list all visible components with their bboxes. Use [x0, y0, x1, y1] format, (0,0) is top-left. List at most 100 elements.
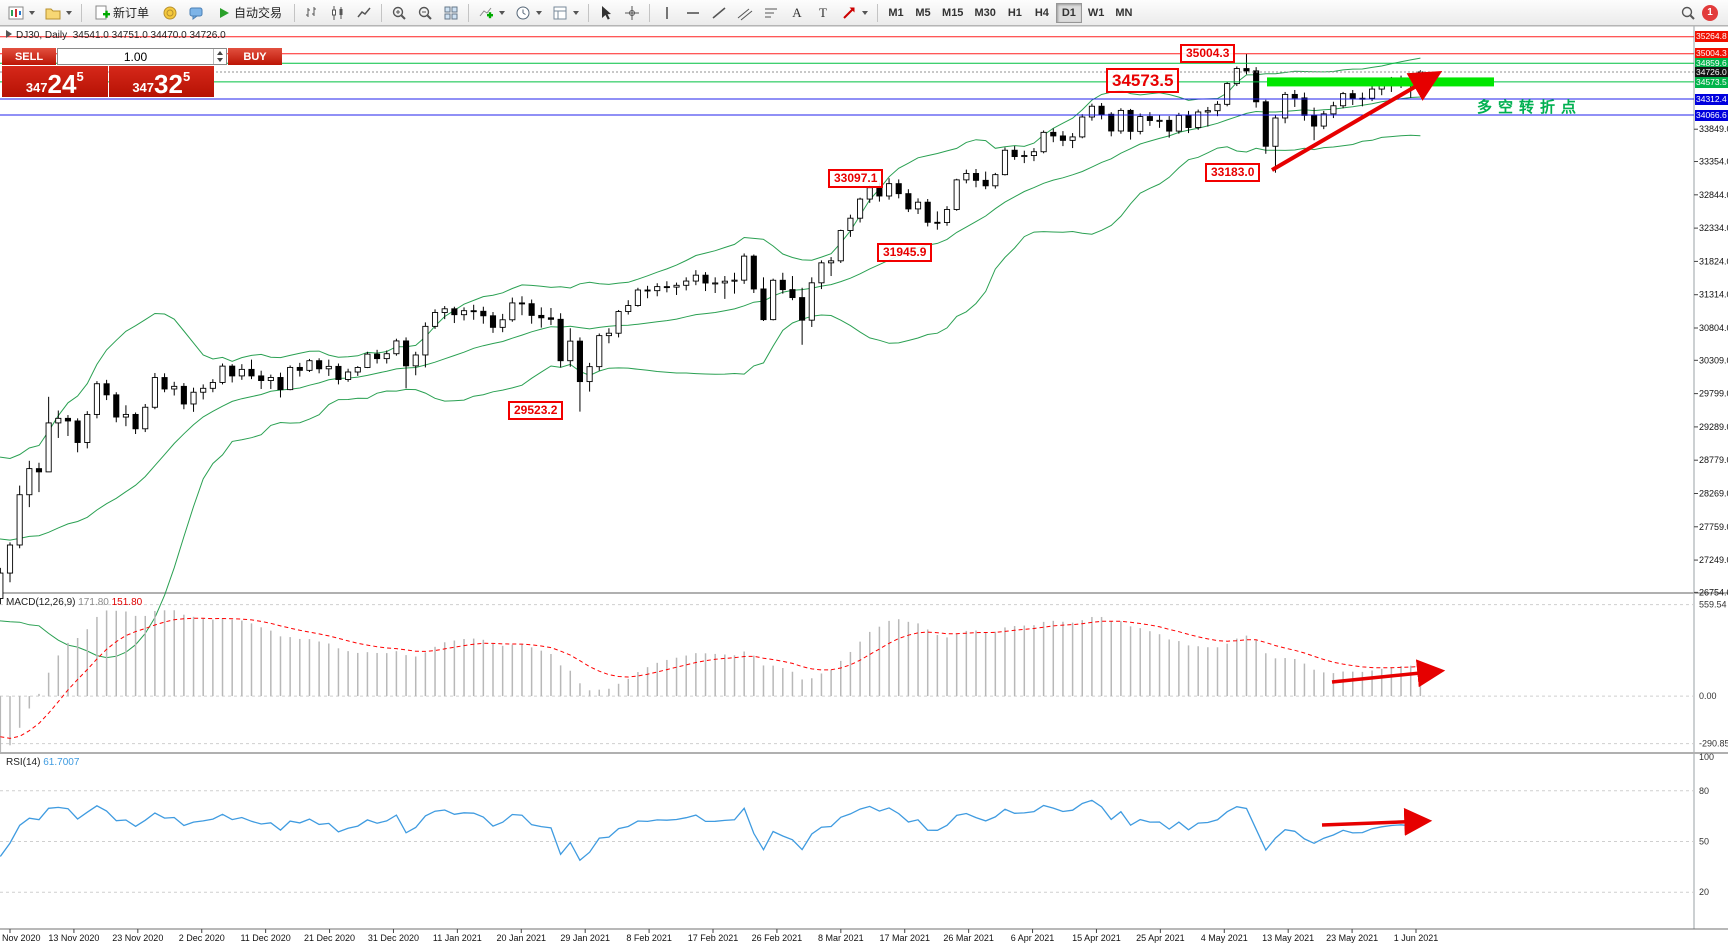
- new-order-icon: [94, 5, 110, 21]
- macd-histogram: [0, 610, 1422, 752]
- svg-text:30804.0: 30804.0: [1699, 323, 1728, 333]
- fibonacci-button[interactable]: [759, 2, 783, 24]
- notifications-badge[interactable]: 1: [1702, 4, 1718, 21]
- tile-windows-button[interactable]: [439, 2, 463, 24]
- toolbar-separator: [588, 3, 590, 22]
- label-button[interactable]: T: [811, 2, 835, 24]
- svg-text:21 Dec 2020: 21 Dec 2020: [304, 933, 355, 943]
- macd-signal-line: [0, 617, 1421, 739]
- svg-text:A: A: [792, 5, 802, 20]
- cursor-button[interactable]: [594, 2, 618, 24]
- macd-label: MACD(12,26,9) 171.80 151.80: [6, 597, 142, 608]
- timeframe-button-m30[interactable]: M30: [974, 6, 996, 19]
- bollinger-bands: [0, 57, 1421, 659]
- svg-text:0.00: 0.00: [1699, 691, 1717, 701]
- candles[interactable]: [0, 53, 1424, 606]
- price-flag[interactable]: 33097.1: [828, 169, 884, 188]
- text-button[interactable]: A: [785, 2, 809, 24]
- price-flag[interactable]: 31945.9: [877, 243, 933, 262]
- shapes-button[interactable]: [837, 2, 872, 24]
- buy-button[interactable]: BUY: [228, 48, 282, 65]
- profiles-button[interactable]: [41, 2, 76, 24]
- channel-button[interactable]: [733, 2, 757, 24]
- axis-price-label-level: 34573.5: [1695, 77, 1728, 88]
- volume-increase-button[interactable]: [214, 49, 226, 57]
- line-chart-icon: [356, 5, 372, 21]
- profiles-icon: [45, 5, 61, 21]
- axis-price-label-support: 34066.6: [1695, 110, 1728, 121]
- svg-text:20: 20: [1699, 887, 1709, 897]
- bar-chart-button[interactable]: [300, 2, 324, 24]
- price-flag[interactable]: 34573.5: [1106, 68, 1180, 93]
- indicators-button[interactable]: [474, 2, 509, 24]
- price-flag[interactable]: 33183.0: [1205, 163, 1261, 182]
- timeframe-button-h4[interactable]: H4: [1034, 6, 1049, 19]
- zoom-in-button[interactable]: [387, 2, 411, 24]
- svg-text:17 Mar 2021: 17 Mar 2021: [879, 933, 930, 943]
- trendline-button[interactable]: [707, 2, 731, 24]
- text-icon: A: [789, 5, 805, 21]
- svg-text:28779.0: 28779.0: [1699, 455, 1728, 465]
- buy-price[interactable]: 347 32 5: [108, 66, 214, 97]
- svg-text:25 Apr 2021: 25 Apr 2021: [1136, 933, 1185, 943]
- volume-input[interactable]: [58, 49, 213, 64]
- timeframe-button-mn[interactable]: MN: [1115, 6, 1133, 19]
- timeframe-button-m1[interactable]: M1: [888, 6, 904, 19]
- svg-text:17 Feb 2021: 17 Feb 2021: [688, 933, 739, 943]
- crosshair-button[interactable]: [620, 2, 644, 24]
- timeframe-button-w1[interactable]: W1: [1087, 6, 1105, 19]
- periods-button[interactable]: [511, 2, 546, 24]
- timeframe-button-m5[interactable]: M5: [915, 6, 931, 19]
- new-chart-button[interactable]: [4, 2, 39, 24]
- price-flag[interactable]: 35004.3: [1180, 44, 1236, 63]
- ohlc-values: 34541.0 34751.0 34470.0 34726.0: [72, 30, 226, 41]
- svg-text:26 Feb 2021: 26 Feb 2021: [752, 933, 803, 943]
- ohlc-bars-icon: [304, 5, 320, 21]
- timeframe-button-d1[interactable]: D1: [1055, 2, 1082, 23]
- svg-text:32334.0: 32334.0: [1699, 223, 1728, 233]
- trend-arrow[interactable]: [1270, 70, 1443, 172]
- rsi-label: RSI(14) 61.7007: [6, 757, 79, 768]
- deposit-button[interactable]: [158, 2, 182, 24]
- chat-icon: [188, 5, 204, 21]
- search-button[interactable]: [1676, 2, 1700, 24]
- sell-price[interactable]: 347 24 5: [2, 66, 108, 97]
- templates-button[interactable]: [548, 2, 583, 24]
- turning-point-note[interactable]: 多空转折点: [1477, 99, 1583, 116]
- svg-text:50: 50: [1699, 837, 1709, 847]
- sell-button[interactable]: SELL: [2, 48, 56, 65]
- svg-text:29289.0: 29289.0: [1699, 422, 1728, 432]
- svg-text:80: 80: [1699, 786, 1709, 796]
- line-chart-button[interactable]: [352, 2, 376, 24]
- fibonacci-icon: [763, 5, 779, 21]
- svg-text:29 Jan 2021: 29 Jan 2021: [560, 933, 610, 943]
- timeframe-button-h1[interactable]: H1: [1007, 6, 1022, 19]
- trend-arrow[interactable]: [1321, 807, 1433, 836]
- candlestick-chart-button[interactable]: [326, 2, 350, 24]
- price-flag[interactable]: 29523.2: [508, 401, 564, 420]
- coins-icon: [162, 5, 178, 21]
- svg-text:23 May 2021: 23 May 2021: [1326, 933, 1378, 943]
- support-band[interactable]: [1267, 77, 1494, 87]
- svg-text:11 Dec 2020: 11 Dec 2020: [240, 933, 290, 943]
- svg-text:31824.0: 31824.0: [1699, 256, 1728, 266]
- zoom-in-icon: [391, 5, 407, 21]
- tile-windows-icon: [443, 5, 459, 21]
- svg-text:30309.0: 30309.0: [1699, 355, 1728, 365]
- sell-price-head: 347: [25, 79, 48, 95]
- trend-arrow[interactable]: [1331, 659, 1446, 688]
- auto-trading-button[interactable]: 自动交易: [210, 2, 289, 24]
- rsi-value: 61.7007: [43, 757, 80, 768]
- volume-decrease-button[interactable]: [214, 57, 226, 65]
- toolbar-separator: [877, 3, 879, 22]
- chevron-down-icon: [29, 10, 35, 15]
- zoom-out-button[interactable]: [413, 2, 437, 24]
- chevron-down-icon: [536, 10, 543, 15]
- community-button[interactable]: [184, 2, 208, 24]
- horizontal-line-button[interactable]: [681, 2, 705, 24]
- new-order-button[interactable]: 新订单: [87, 2, 156, 24]
- timeframe-button-m15[interactable]: M15: [942, 6, 964, 19]
- vertical-line-button[interactable]: [655, 2, 679, 24]
- svg-text:Nov 2020: Nov 2020: [2, 933, 41, 943]
